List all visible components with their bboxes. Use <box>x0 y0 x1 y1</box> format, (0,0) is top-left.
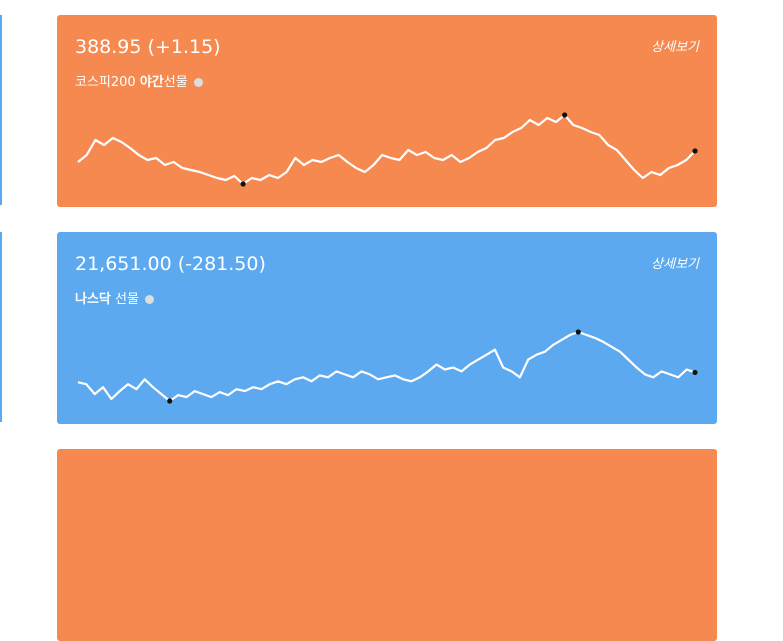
next-card <box>57 449 717 641</box>
prev-card-edge <box>0 232 2 422</box>
name-part: 나스닥 <box>75 292 111 307</box>
point-marker <box>240 181 246 187</box>
point-marker <box>692 148 698 154</box>
name-part: 선물 <box>163 75 188 90</box>
prev-card-edge <box>0 15 2 205</box>
sparkline <box>77 112 698 187</box>
point-marker <box>562 112 568 118</box>
name-part: 야간 <box>139 75 164 90</box>
status-dot <box>193 78 203 87</box>
point-marker <box>167 398 173 404</box>
card: 21,651.00 (-281.50) 나스닥 선물 상세보기 <box>57 232 717 424</box>
page: (() => { const data = JSON.parse(documen… <box>0 15 717 641</box>
name-part: 코스피200 <box>75 75 140 90</box>
point-marker <box>692 369 698 376</box>
detail-link[interactable]: 상세보기 <box>651 40 699 55</box>
card: 388.95 (+1.15) 코스피200 야간선물 상세보기 <box>57 15 717 207</box>
point-marker <box>575 329 581 335</box>
sparkline-path <box>77 113 696 186</box>
price: 388.95 (+1.15) <box>75 36 221 58</box>
sparkline-path <box>77 330 696 403</box>
name: 나스닥 선물 <box>75 288 154 307</box>
sparkline <box>77 329 698 404</box>
name: 코스피200 야간선물 <box>75 71 203 90</box>
price: 21,651.00 (-281.50) <box>75 253 266 275</box>
name-part: 선물 <box>110 292 139 307</box>
status-dot <box>144 295 154 304</box>
detail-link[interactable]: 상세보기 <box>651 257 699 272</box>
